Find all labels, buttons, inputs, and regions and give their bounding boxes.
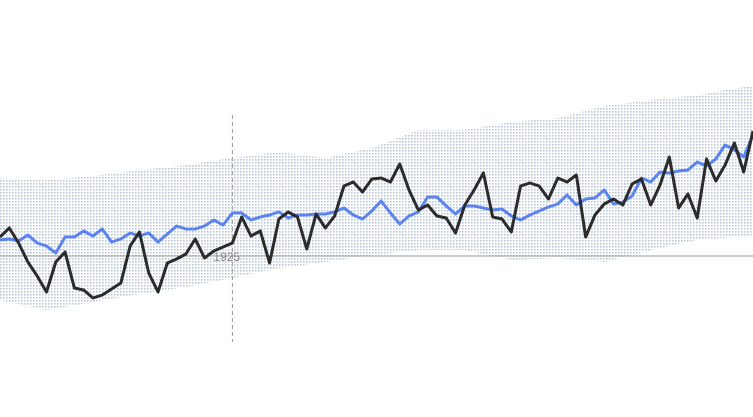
range-band <box>0 85 753 310</box>
series-line <box>0 134 753 255</box>
x-tick-label: 1925 <box>213 250 240 264</box>
series-line <box>0 130 753 300</box>
